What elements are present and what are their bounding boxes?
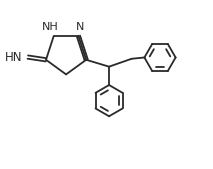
- Text: NH: NH: [42, 22, 58, 32]
- Text: HN: HN: [5, 51, 22, 64]
- Text: N: N: [76, 22, 85, 32]
